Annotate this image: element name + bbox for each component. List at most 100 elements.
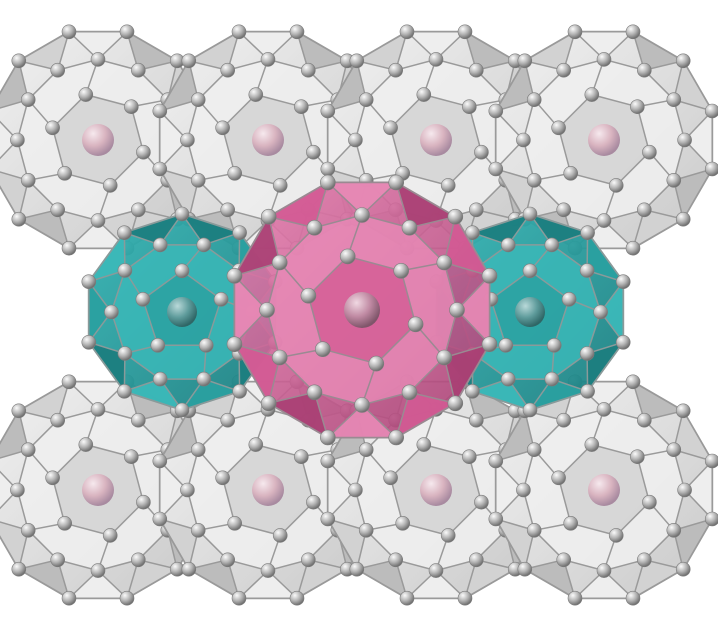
oxygen-atom bbox=[293, 99, 309, 114]
large-cage-top-3-guest-molecule bbox=[420, 124, 452, 156]
oxygen-atom bbox=[190, 92, 206, 107]
oxygen-atom bbox=[567, 590, 583, 606]
large-cage-bottom-2-guest-molecule bbox=[252, 474, 284, 506]
oxygen-atom bbox=[320, 161, 336, 177]
small-cage-teal-left-face bbox=[180, 212, 242, 246]
large-cage-bottom-4-face bbox=[631, 380, 686, 422]
small-cage-teal-left-face bbox=[122, 378, 184, 412]
oxygen-atom bbox=[348, 132, 363, 148]
oxygen-atom bbox=[596, 213, 612, 228]
oxygen-atom bbox=[636, 202, 652, 218]
oxygen-atom bbox=[354, 397, 370, 413]
oxygen-atom bbox=[580, 225, 595, 240]
oxygen-atom bbox=[468, 412, 484, 428]
oxygen-atom bbox=[152, 453, 168, 469]
oxygen-atom bbox=[704, 161, 718, 177]
oxygen-atom bbox=[522, 206, 538, 222]
oxygen-atom bbox=[300, 552, 316, 568]
large-cage-bottom-2-face bbox=[158, 517, 200, 572]
oxygen-atom bbox=[468, 552, 484, 568]
small-cage-teal-left-face bbox=[86, 230, 126, 284]
oxygen-atom bbox=[383, 120, 398, 136]
oxygen-atom bbox=[481, 267, 498, 284]
large-cage-bottom-1-guest-molecule bbox=[82, 474, 114, 506]
oxygen-atom bbox=[289, 590, 305, 606]
large-cage-magenta-face bbox=[443, 214, 492, 278]
oxygen-atom bbox=[124, 449, 139, 465]
large-cage-top-2-face bbox=[295, 30, 350, 72]
large-cage-bottom-4-guest-molecule bbox=[588, 474, 620, 506]
oxygen-atom bbox=[401, 219, 418, 236]
large-cage-magenta-face bbox=[266, 180, 330, 229]
oxygen-atom bbox=[152, 371, 168, 387]
oxygen-atom bbox=[20, 92, 36, 107]
large-cage-top-3-face bbox=[327, 109, 357, 171]
oxygen-atom bbox=[20, 442, 36, 458]
oxygen-atom bbox=[78, 87, 94, 102]
oxygen-atom bbox=[260, 563, 276, 578]
oxygen-atom bbox=[50, 202, 66, 218]
oxygen-atom bbox=[704, 511, 718, 527]
oxygen-atom bbox=[561, 291, 577, 307]
large-cage-top-4-face bbox=[494, 58, 536, 113]
large-cage-top-1-face bbox=[0, 171, 30, 222]
oxygen-atom bbox=[358, 92, 374, 107]
large-cage-bottom-3-face bbox=[327, 459, 357, 521]
oxygen-atom bbox=[319, 429, 336, 446]
oxygen-atom bbox=[90, 563, 106, 578]
oxygen-atom bbox=[567, 24, 583, 40]
oxygen-atom bbox=[465, 383, 480, 399]
oxygen-atom bbox=[395, 515, 411, 531]
oxygen-atom bbox=[190, 522, 206, 538]
oxygen-atom bbox=[320, 103, 336, 119]
oxygen-atom bbox=[248, 437, 264, 452]
large-cage-top-4-face bbox=[495, 109, 525, 171]
oxygen-atom bbox=[45, 120, 60, 136]
oxygen-atom bbox=[306, 219, 323, 236]
oxygen-atom bbox=[544, 371, 560, 387]
large-cage-bottom-4-face bbox=[494, 517, 536, 572]
oxygen-atom bbox=[428, 563, 444, 578]
oxygen-atom bbox=[416, 437, 432, 452]
large-cage-top-2-face bbox=[186, 30, 241, 72]
oxygen-atom bbox=[579, 263, 595, 278]
oxygen-atom bbox=[271, 254, 288, 271]
oxygen-atom bbox=[440, 528, 456, 543]
oxygen-atom bbox=[383, 470, 398, 486]
oxygen-atom bbox=[629, 449, 645, 465]
oxygen-atom bbox=[500, 237, 516, 253]
oxygen-atom bbox=[174, 206, 190, 222]
oxygen-atom bbox=[104, 304, 119, 320]
oxygen-atom bbox=[306, 144, 321, 160]
oxygen-atom bbox=[704, 453, 718, 469]
oxygen-atom bbox=[180, 482, 195, 498]
large-cage-bottom-1-face bbox=[67, 569, 129, 599]
oxygen-atom bbox=[11, 561, 27, 577]
large-cage-top-4-face bbox=[631, 208, 686, 250]
oxygen-atom bbox=[231, 590, 247, 606]
oxygen-atom bbox=[215, 470, 230, 486]
oxygen-atom bbox=[213, 291, 229, 307]
oxygen-atom bbox=[526, 92, 542, 107]
oxygen-atom bbox=[675, 403, 691, 419]
oxygen-atom bbox=[181, 561, 197, 577]
large-cage-magenta-face bbox=[233, 273, 269, 347]
large-cage-top-1-face bbox=[67, 31, 129, 61]
oxygen-atom bbox=[449, 302, 465, 318]
oxygen-atom bbox=[704, 103, 718, 119]
oxygen-atom bbox=[90, 213, 106, 228]
oxygen-atom bbox=[488, 161, 504, 177]
oxygen-atom bbox=[131, 62, 146, 78]
oxygen-atom bbox=[314, 341, 331, 358]
oxygen-atom bbox=[625, 374, 641, 390]
oxygen-atom bbox=[584, 437, 600, 452]
oxygen-atom bbox=[220, 202, 235, 218]
oxygen-atom bbox=[174, 402, 190, 418]
oxygen-atom bbox=[474, 494, 489, 510]
large-cage-bottom-3-face bbox=[326, 517, 368, 572]
large-cage-top-2-face bbox=[237, 31, 299, 61]
large-cage-top-1-face bbox=[0, 120, 19, 160]
oxygen-atom bbox=[271, 349, 288, 366]
oxygen-atom bbox=[551, 470, 566, 486]
